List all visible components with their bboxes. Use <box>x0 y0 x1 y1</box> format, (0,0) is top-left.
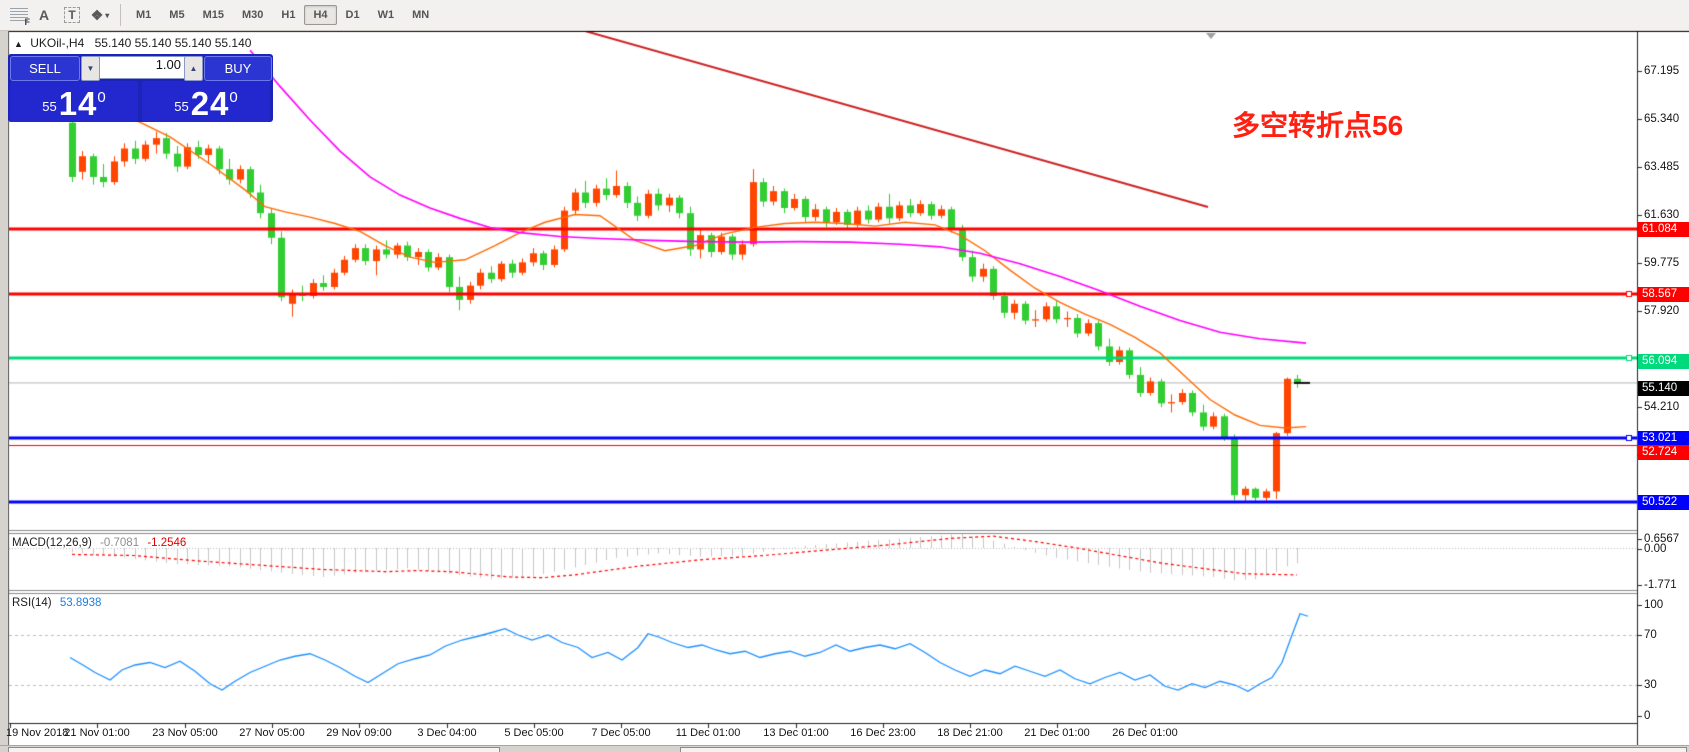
window-bottom-edge <box>0 745 1689 752</box>
price-tick-label: 63.485 <box>1644 161 1680 173</box>
window-left-edge <box>0 31 9 752</box>
time-tick-label: 23 Nov 05:00 <box>152 727 218 739</box>
buy-button[interactable]: BUY <box>204 56 272 81</box>
timeframe-D1[interactable]: D1 <box>345 9 360 21</box>
price-tick-label: 61.630 <box>1644 209 1680 221</box>
time-tick-label: 18 Dec 21:00 <box>937 727 1003 739</box>
macd-value-2: -1.2546 <box>147 537 187 549</box>
timeframe-M15[interactable]: M15 <box>202 9 224 21</box>
buy-price-small: 55 <box>174 99 189 114</box>
one-click-trade-panel: SELL ▼ 1.00 ▲ BUY 55 14 0 55 24 0 <box>8 54 273 122</box>
price-tick-label: 59.775 <box>1644 257 1680 269</box>
indicator-tick-label: 0.6567 <box>1644 533 1680 545</box>
text-a-icon[interactable]: A <box>38 7 50 23</box>
ohlc-values: 55.140 55.140 55.140 55.140 <box>94 36 252 50</box>
volume-input[interactable]: 1.00 <box>99 56 187 79</box>
rsi-value: 53.8938 <box>59 597 102 609</box>
macd-indicator-label: MACD(12,26,9) -0.7081 -1.2546 <box>12 537 186 549</box>
time-tick-label: 21 Nov 01:00 <box>64 727 130 739</box>
time-tick-label: 27 Nov 05:00 <box>239 727 305 739</box>
toolbar: F A T ❖ ▾ M1 M5 M15 M30 H1 H4 D1 W1 MN <box>0 0 1689 31</box>
chart-annotation-text: 多空转折点56 <box>1232 110 1404 141</box>
collapse-panel-icon[interactable]: ▲ <box>14 39 23 49</box>
timeframe-H4[interactable]: H4 <box>304 5 337 25</box>
price-tick-label: 54.210 <box>1644 401 1680 413</box>
price-line-tag: 58.567 <box>1638 286 1689 302</box>
time-tick-label: 19 Nov 2018 <box>6 727 69 739</box>
rsi-name: RSI(14) <box>12 597 52 609</box>
price-tick-label: 57.920 <box>1644 305 1680 317</box>
bottom-panel-fragment-right <box>680 747 1687 752</box>
label-t-icon[interactable]: T <box>60 4 84 26</box>
buy-price-display[interactable]: 55 24 0 <box>142 81 270 122</box>
rsi-indicator-label: RSI(14) 53.8938 <box>12 597 101 609</box>
buy-price-sup: 0 <box>229 89 238 106</box>
price-line-tag: 52.724 <box>1638 444 1689 460</box>
grid-f-icon[interactable]: F <box>2 4 30 27</box>
sell-price-big: 14 <box>58 85 98 122</box>
timeframe-W1[interactable]: W1 <box>377 9 395 21</box>
indicator-tick-label: 100 <box>1644 599 1664 611</box>
sell-price-display[interactable]: 55 14 0 <box>10 81 138 122</box>
indicator-tick-label: 0.00 <box>1644 543 1667 555</box>
buy-price-big: 24 <box>190 85 230 122</box>
timeframe-MN[interactable]: MN <box>412 9 430 21</box>
indicator-tick-label: -1.771 <box>1644 579 1677 591</box>
objects-icon[interactable]: ❖ ▾ <box>90 6 110 23</box>
price-line-tag: 55.140 <box>1638 380 1689 396</box>
indicator-tick-label: 0 <box>1644 710 1651 722</box>
time-tick-label: 26 Dec 01:00 <box>1112 727 1178 739</box>
time-tick-label: 21 Dec 01:00 <box>1024 727 1090 739</box>
time-tick-label: 5 Dec 05:00 <box>504 727 564 739</box>
price-line-tag: 53.021 <box>1638 430 1689 446</box>
timeframe-M30[interactable]: M30 <box>241 9 264 21</box>
timeframe-H1[interactable]: H1 <box>281 9 296 21</box>
chevron-down-icon: ▾ <box>105 10 110 20</box>
time-tick-label: 11 Dec 01:00 <box>675 727 741 739</box>
time-tick-label: 3 Dec 04:00 <box>417 727 477 739</box>
price-tick-label: 65.340 <box>1644 113 1680 125</box>
bottom-panel-fragment-left <box>8 747 500 752</box>
macd-name: MACD(12,26,9) <box>12 537 92 549</box>
time-tick-label: 13 Dec 01:00 <box>763 727 829 739</box>
price-line-tag: 61.084 <box>1638 221 1689 237</box>
chart-header: ▲ UKOil-,H4 55.140 55.140 55.140 55.140 <box>14 36 251 50</box>
price-line-tag: 56.094 <box>1638 353 1689 369</box>
sell-button[interactable]: SELL <box>10 56 80 81</box>
indicator-tick-label: 30 <box>1644 679 1657 691</box>
price-tick-label: 67.195 <box>1644 65 1680 77</box>
symbol-period-label: UKOil-,H4 <box>30 36 85 50</box>
volume-decrease-button[interactable]: ▼ <box>81 56 100 81</box>
sell-price-small: 55 <box>42 99 57 114</box>
indicator-tick-label: 70 <box>1644 629 1657 641</box>
timeframe-bar: M1 M5 M15 M30 H1 H4 D1 W1 MN <box>127 5 438 25</box>
volume-increase-button[interactable]: ▲ <box>184 56 203 81</box>
timeframe-M5[interactable]: M5 <box>169 9 185 21</box>
time-tick-label: 29 Nov 09:00 <box>326 727 392 739</box>
toolbar-separator <box>120 4 121 26</box>
macd-value-1: -0.7081 <box>100 537 140 549</box>
price-line-tag: 50.522 <box>1638 494 1689 510</box>
timeframe-M1[interactable]: M1 <box>136 9 152 21</box>
sell-price-sup: 0 <box>97 89 106 106</box>
time-tick-label: 7 Dec 05:00 <box>591 727 651 739</box>
time-tick-label: 16 Dec 23:00 <box>850 727 916 739</box>
